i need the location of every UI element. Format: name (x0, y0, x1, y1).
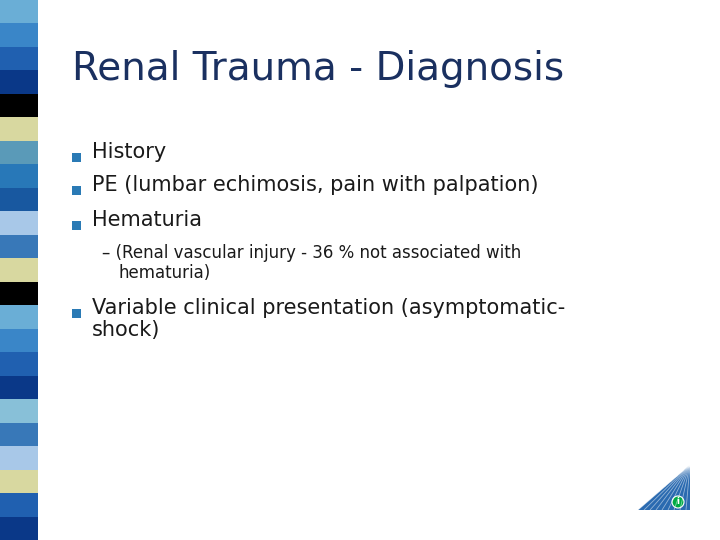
Bar (0, 117, 38, 141)
Bar (0, 423, 38, 446)
Bar (72, 152, 81, 161)
Text: Renal Trauma - Diagnosis: Renal Trauma - Diagnosis (72, 50, 564, 88)
Bar (0, 70, 38, 94)
Bar (0, 282, 38, 305)
Bar (0, 258, 38, 282)
Bar (0, 446, 38, 470)
Bar (0, 305, 38, 329)
Bar (0, 47, 38, 70)
Text: Variable clinical presentation (asymptomatic-: Variable clinical presentation (asymptom… (92, 298, 565, 318)
Bar (0, 164, 38, 188)
Text: History: History (92, 142, 166, 162)
Circle shape (672, 496, 684, 508)
Bar (0, 211, 38, 235)
Bar (0, 352, 38, 376)
Bar (0, 329, 38, 352)
Bar (0, 141, 38, 164)
Polygon shape (638, 465, 690, 510)
Bar (72, 186, 81, 194)
Text: PE (lumbar echimosis, pain with palpation): PE (lumbar echimosis, pain with palpatio… (92, 175, 539, 195)
Text: hematuria): hematuria) (118, 264, 210, 282)
Bar (0, 0, 38, 23)
Bar (72, 308, 81, 318)
Bar (72, 220, 81, 230)
Bar (0, 399, 38, 423)
Bar (0, 235, 38, 258)
Bar (0, 23, 38, 47)
Text: Hematuria: Hematuria (92, 210, 202, 230)
Bar (0, 493, 38, 517)
Text: shock): shock) (92, 320, 161, 340)
Text: – (Renal vascular injury - 36 % not associated with: – (Renal vascular injury - 36 % not asso… (102, 244, 521, 262)
Bar (0, 376, 38, 399)
Bar (0, 470, 38, 493)
Bar (0, 94, 38, 117)
Bar (0, 517, 38, 540)
Text: i: i (677, 497, 680, 507)
Bar (0, 188, 38, 211)
